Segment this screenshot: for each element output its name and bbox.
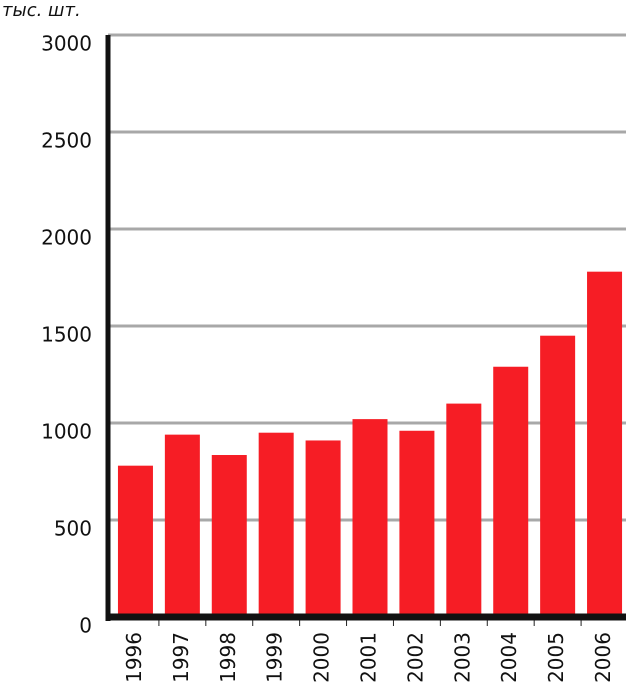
y-unit: тыс. шт. [2, 0, 81, 21]
bar [352, 419, 388, 617]
x-tick-label: 2001 [357, 632, 381, 683]
bar [399, 430, 435, 617]
x-tick-label: 2004 [497, 632, 521, 683]
x-tick-label: 2002 [403, 632, 427, 683]
bar [117, 465, 153, 617]
y-tick-label: 0 [79, 614, 92, 638]
y-tick-label: 500 [54, 517, 92, 541]
bar [211, 455, 247, 617]
bar [258, 432, 294, 617]
y-tick-label: 3000 [41, 32, 92, 56]
bar [164, 434, 200, 617]
x-tick-label: 2000 [310, 632, 334, 683]
x-tick-label: 1999 [263, 632, 287, 683]
x-tick-label: 1997 [169, 632, 193, 683]
x-tick-label: 2003 [450, 632, 474, 683]
x-tick-label: 1996 [122, 632, 146, 683]
y-tick-label: 1500 [41, 323, 92, 347]
x-tick-label: 2006 [591, 632, 615, 683]
y-tick-label: 2500 [41, 129, 92, 153]
bar [540, 335, 576, 617]
x-tick-label: 1998 [216, 632, 240, 683]
bar [305, 440, 341, 617]
bar [446, 403, 482, 617]
y-tick-label: 1000 [41, 420, 92, 444]
bar [587, 271, 623, 617]
bar [493, 366, 529, 617]
y-tick-label: 2000 [41, 226, 92, 250]
x-tick-label: 2005 [544, 632, 568, 683]
